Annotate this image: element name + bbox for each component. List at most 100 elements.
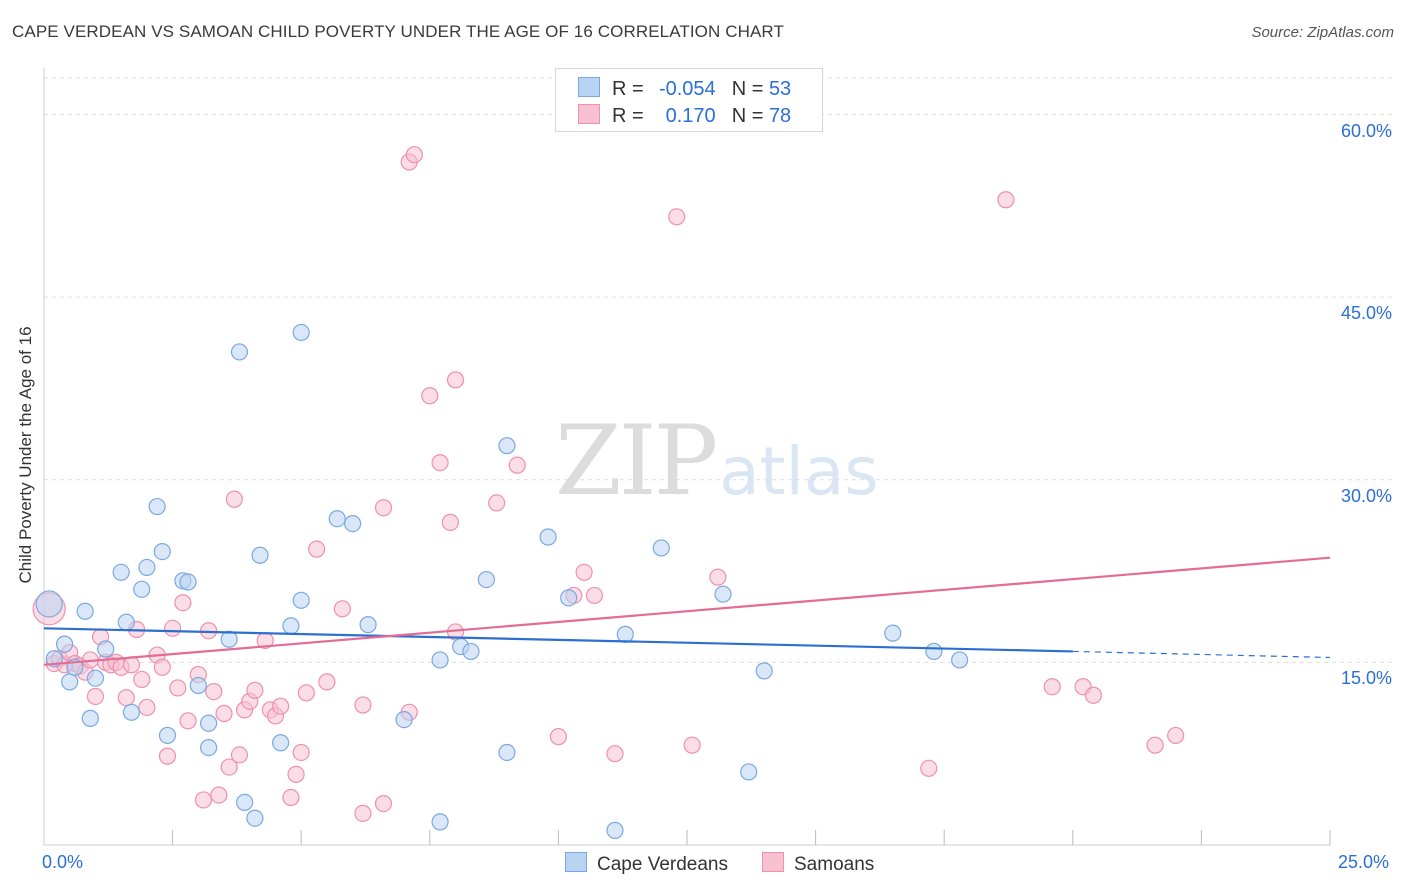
samoan-point xyxy=(333,600,351,618)
legend-row-samoans: R = 0.170 N = 78 xyxy=(578,104,791,128)
samoan-point xyxy=(920,759,938,777)
pink-swatch-icon xyxy=(762,852,784,872)
correlation-legend: R = -0.054 N = 53 R = 0.170 N = 78 xyxy=(555,68,823,132)
cape-verdeans-trend-extension xyxy=(1072,650,1331,659)
cape-verdeans-trend-line xyxy=(43,627,1073,653)
y-tick-label: 45.0% xyxy=(1340,303,1392,324)
legend-n-value: 78 xyxy=(768,105,792,127)
samoan-point xyxy=(354,804,372,822)
x-tick-label-max: 25.0% xyxy=(1338,852,1390,872)
legend-row-cape-verdeans: R = -0.054 N = 53 xyxy=(578,77,791,101)
bottom-legend-blue-label: Cape Verdeans xyxy=(597,854,728,875)
samoan-point xyxy=(431,454,449,472)
cape-verdean-point xyxy=(236,793,254,811)
cape-verdean-point xyxy=(606,821,624,839)
samoan-point xyxy=(205,682,223,701)
samoan-point xyxy=(683,736,701,754)
cape-verdean-point xyxy=(740,763,758,781)
cape-verdean-point xyxy=(498,437,516,455)
cape-verdean-point xyxy=(539,528,557,546)
cape-verdeans-points xyxy=(35,323,969,839)
cape-verdean-point xyxy=(230,343,249,361)
cape-verdean-point xyxy=(55,635,74,653)
cape-verdean-point xyxy=(158,726,177,745)
legend-r-value: 0.170 xyxy=(665,105,716,127)
cape-verdean-point xyxy=(477,570,495,589)
source-label: Source: ZipAtlas.com xyxy=(1251,24,1394,41)
samoan-point xyxy=(374,795,393,813)
cape-verdean-point xyxy=(884,624,902,642)
cape-verdean-point xyxy=(35,590,63,618)
samoan-point xyxy=(246,681,264,699)
samoan-point xyxy=(210,786,228,804)
cape-verdean-point xyxy=(498,743,516,762)
samoan-point xyxy=(297,684,315,702)
samoan-point xyxy=(86,687,105,706)
samoan-point xyxy=(585,586,604,605)
cape-verdean-point xyxy=(925,642,943,661)
legend-n-value: 53 xyxy=(768,78,792,100)
cape-verdean-point xyxy=(138,558,156,577)
samoans-trend-line xyxy=(43,556,1331,666)
samoan-point xyxy=(153,658,171,676)
cape-verdean-point xyxy=(153,542,171,561)
y-tick-label: 60.0% xyxy=(1340,120,1392,141)
samoan-point xyxy=(220,758,238,776)
samoan-point xyxy=(1146,736,1164,754)
samoan-point xyxy=(405,146,423,164)
cape-verdean-point xyxy=(97,640,115,658)
samoan-point xyxy=(174,594,192,612)
cape-verdean-point xyxy=(86,669,105,687)
cape-verdean-point xyxy=(431,813,449,831)
cape-verdean-point xyxy=(755,662,773,680)
pink-swatch-icon xyxy=(578,104,600,124)
cape-verdean-point xyxy=(359,616,377,634)
samoan-point xyxy=(508,456,526,474)
y-tick-label: 15.0% xyxy=(1340,668,1392,689)
samoan-point xyxy=(308,540,326,558)
samoan-point xyxy=(164,619,182,637)
samoan-point xyxy=(354,696,372,714)
samoan-point xyxy=(668,208,686,226)
legend-r-value: -0.054 xyxy=(658,78,716,100)
cape-verdean-point xyxy=(395,711,413,729)
samoan-point xyxy=(230,746,249,764)
cape-verdean-point xyxy=(652,539,670,557)
samoan-point xyxy=(292,743,310,762)
samoan-point xyxy=(441,513,459,531)
cape-verdean-point xyxy=(200,739,218,757)
samoan-point xyxy=(138,698,156,717)
x-tick-label-min: 0.0% xyxy=(42,852,84,872)
samoan-point xyxy=(272,697,290,715)
samoan-point xyxy=(606,745,624,763)
cape-verdean-point xyxy=(148,497,166,516)
samoan-point xyxy=(200,622,218,640)
samoan-point xyxy=(446,371,465,389)
cape-verdean-point xyxy=(76,602,94,620)
samoan-point xyxy=(1167,726,1185,745)
cape-verdean-point xyxy=(616,625,634,643)
bottom-legend-pink-label: Samoans xyxy=(794,854,875,875)
blue-swatch-icon xyxy=(565,852,587,872)
cape-verdean-point xyxy=(220,630,238,648)
blue-swatch-icon xyxy=(578,77,600,97)
cape-verdean-point xyxy=(462,642,480,661)
samoan-point xyxy=(709,568,727,586)
y-tick-label: 30.0% xyxy=(1340,485,1392,506)
cape-verdean-point xyxy=(328,510,346,528)
legend-r-label: R = xyxy=(612,78,644,100)
cape-verdean-point xyxy=(292,591,310,609)
cape-verdean-point xyxy=(122,703,141,721)
trend-lines xyxy=(43,556,1331,666)
samoan-point xyxy=(318,673,336,691)
cape-verdean-point xyxy=(189,676,207,695)
samoan-point xyxy=(575,563,593,581)
cape-verdean-point xyxy=(714,585,732,603)
cape-verdean-point xyxy=(112,563,130,581)
bottom-legend-cape-verdeans: Cape Verdeans xyxy=(565,852,728,876)
samoan-point xyxy=(549,728,568,746)
cape-verdean-point xyxy=(133,580,151,598)
cape-verdean-point xyxy=(272,734,290,752)
cape-verdean-point xyxy=(560,589,578,607)
